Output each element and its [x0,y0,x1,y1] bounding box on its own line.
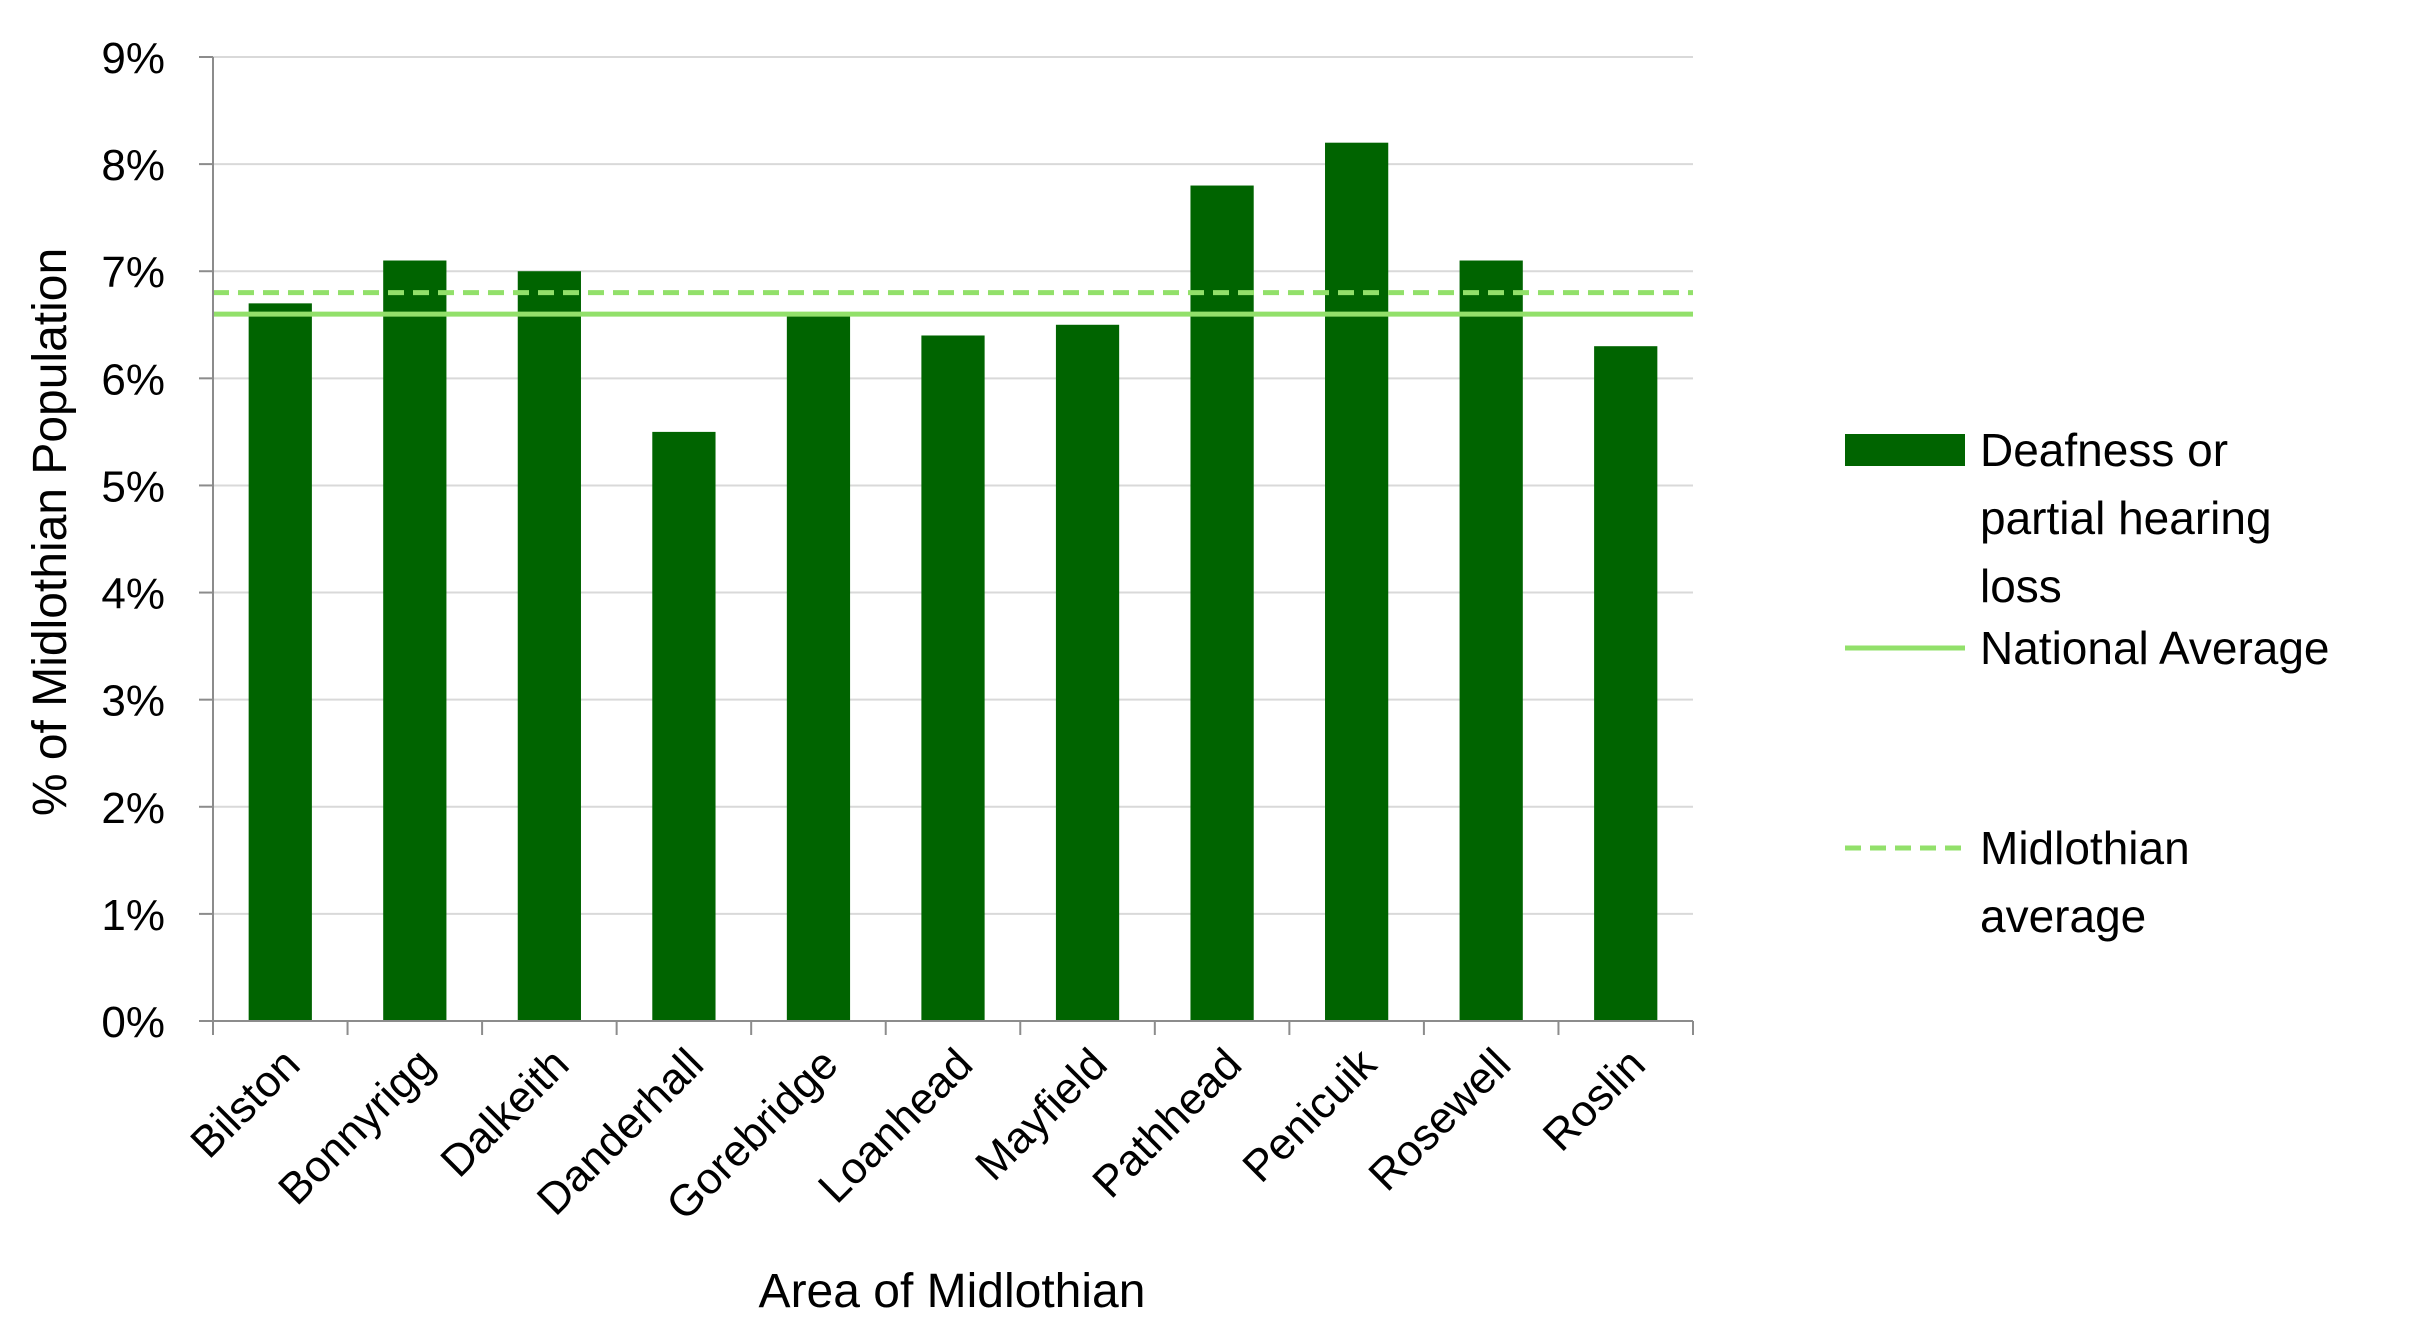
y-tick-label: 1% [101,891,165,940]
bar-dalkeith [517,271,581,1021]
y-tick-label: 2% [101,784,165,833]
y-tick-label: 0% [101,998,165,1047]
y-tick-label: 3% [101,677,165,726]
y-tick-label: 7% [101,248,165,297]
x-tick-label: Bilston [181,1039,309,1167]
bar-loanhead [921,335,985,1021]
y-tick-label: 8% [101,141,165,190]
legend-label-bars: loss [1980,560,2062,612]
legend-label-national-average: National Average [1980,622,2330,674]
bar-mayfield [1055,324,1120,1021]
legend-label-midlothian-average: Midlothian [1980,822,2190,874]
y-tick-label: 9% [101,34,165,83]
bar-gorebridge [786,314,851,1022]
bar-roslin [1594,346,1658,1021]
bar-penicuik [1325,142,1389,1021]
bar-bonnyrigg [383,260,447,1021]
x-tick-label: Roslin [1534,1039,1655,1160]
x-axis-title: Area of Midlothian [759,1265,1146,1318]
bar-danderhall [652,431,716,1021]
x-tick-label: Rosewell [1359,1039,1520,1200]
x-tick-label: Pathhead [1083,1039,1251,1207]
legend: Deafness or partial hearing loss National A… [1845,424,2330,942]
axes [199,56,1694,1035]
y-axis-title: % of Midlothian Population [24,248,77,816]
y-tick-label: 5% [101,462,165,511]
legend-label-midlothian-average: average [1980,890,2146,942]
legend-label-bars: partial hearing [1980,492,2272,544]
y-tick-labels: 0% 1% 2% 3% 4% 5% 6% 7% 8% 9% [101,34,165,1047]
y-tick-label: 4% [101,570,165,619]
reference-lines [213,290,1693,317]
legend-swatch-bars [1845,434,1965,466]
bar-rosewell [1459,260,1523,1021]
bar-pathhead [1190,185,1254,1022]
bar-bilston [248,303,312,1021]
bars [248,142,1658,1022]
x-tick-labels: BilstonBonnyriggDalkeithDanderhallGorebr… [181,1039,1654,1230]
legend-label-bars: Deafness or [1980,424,2228,476]
y-tick-label: 6% [101,355,165,404]
